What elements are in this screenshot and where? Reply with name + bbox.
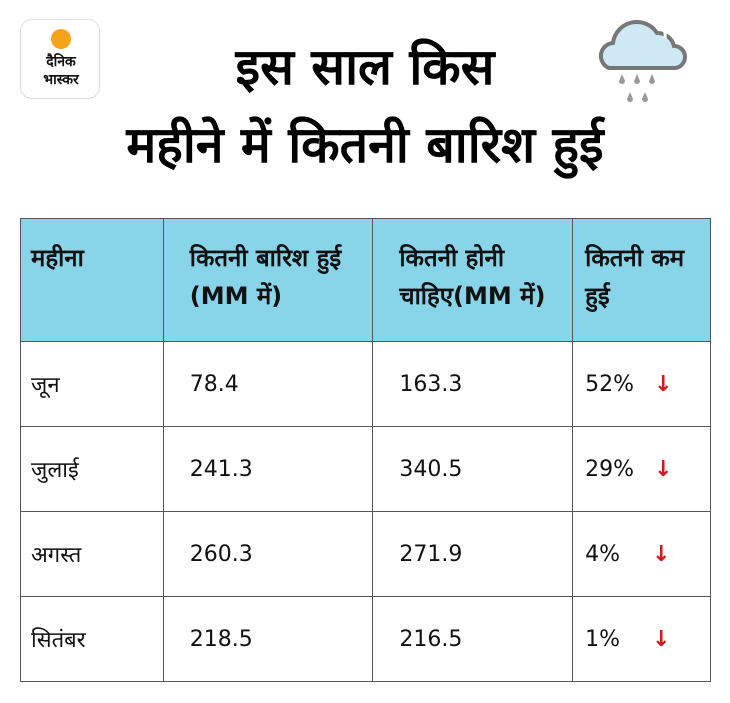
rainfall-table: महीना कितनी बारिश हुई (MM में) कितनी होन… [20, 218, 711, 682]
deficit-value: 4% [585, 541, 621, 567]
deficit-value: 1% [585, 626, 621, 652]
cell-actual: 260.3 [162, 511, 374, 597]
header-expected: कितनी होनी चाहिए(MM में) [372, 218, 574, 342]
cell-month: जून [20, 341, 164, 427]
table-row: सितंबर 218.5 216.5 1% ↓ [20, 596, 711, 682]
rain-cloud-icon [598, 19, 687, 102]
cell-deficit: 4% ↓ [572, 511, 711, 597]
sun-icon [51, 29, 71, 49]
table-row: जून 78.4 163.3 52% ↓ [20, 341, 711, 427]
cell-actual: 241.3 [162, 426, 374, 512]
deficit-value: 52% [585, 371, 635, 397]
cell-expected: 340.5 [372, 426, 574, 512]
cell-actual: 78.4 [162, 341, 374, 427]
arrow-down-icon: ↓ [652, 626, 671, 652]
table-row: जुलाई 241.3 340.5 29% ↓ [20, 426, 711, 512]
arrow-down-icon: ↓ [654, 371, 673, 397]
title-line1: इस साल किस [235, 38, 495, 96]
cell-month: अगस्त [20, 511, 164, 597]
dainik-bhaskar-logo: दैनिक भास्कर [20, 19, 100, 99]
cell-deficit: 1% ↓ [572, 596, 711, 682]
deficit-value: 29% [585, 456, 635, 482]
header-deficit: कितनी कम हुई [572, 218, 711, 342]
cell-expected: 271.9 [372, 511, 574, 597]
table-header: महीना कितनी बारिश हुई (MM में) कितनी होन… [20, 218, 711, 342]
header-month: महीना [20, 218, 164, 342]
cell-deficit: 52% ↓ [572, 341, 711, 427]
logo-line2: भास्कर [43, 72, 79, 88]
table-row: अगस्त 260.3 271.9 4% ↓ [20, 511, 711, 597]
cell-deficit: 29% ↓ [572, 426, 711, 512]
arrow-down-icon: ↓ [654, 456, 673, 482]
logo-line1: दैनिक [46, 54, 76, 70]
arrow-down-icon: ↓ [652, 541, 671, 567]
cell-actual: 218.5 [162, 596, 374, 682]
cell-expected: 216.5 [372, 596, 574, 682]
title-line2: महीने में कितनी बारिश हुई [126, 116, 604, 174]
cell-month: जुलाई [20, 426, 164, 512]
cell-month: सितंबर [20, 596, 164, 682]
cell-expected: 163.3 [372, 341, 574, 427]
header-actual: कितनी बारिश हुई (MM में) [162, 218, 374, 342]
